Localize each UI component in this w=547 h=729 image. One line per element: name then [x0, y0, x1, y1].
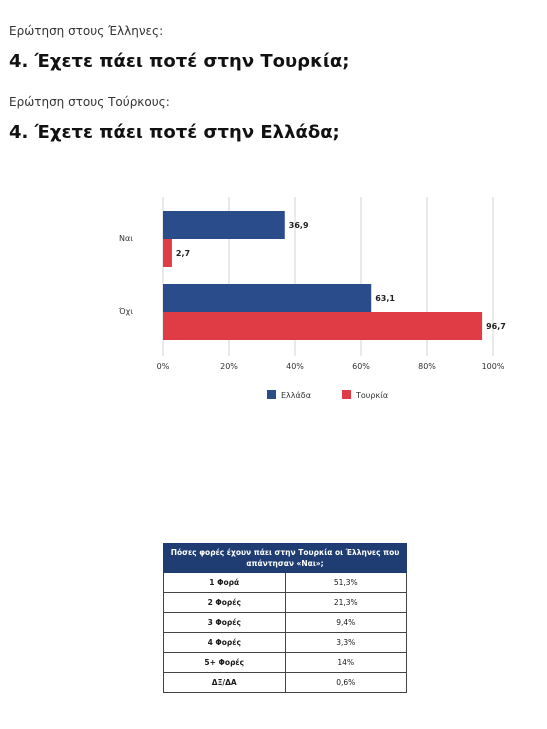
intro-greeks: Ερώτηση στους Έλληνες:: [9, 24, 164, 38]
data-label: 63,1: [375, 294, 395, 303]
row-label: 4 Φορές: [163, 632, 286, 653]
row-label: 5+ Φορές: [163, 652, 286, 673]
bar: [163, 312, 483, 340]
x-tick-label: 60%: [352, 362, 370, 371]
category-label: Όχι: [118, 306, 133, 316]
bar: [163, 211, 285, 239]
table-row: 5+ Φορές 14%: [163, 652, 407, 673]
question-greeks: 4. Έχετε πάει ποτέ στην Τουρκία;: [9, 51, 350, 72]
table-row: 2 Φορές 21,3%: [163, 592, 407, 613]
row-label: ΔΞ/ΔΑ: [163, 672, 286, 693]
bar: [163, 239, 172, 267]
x-tick-label: 40%: [286, 362, 304, 371]
row-label: 3 Φορές: [163, 612, 286, 633]
chart-ticks: 0% 20% 40% 60% 80% 100%: [157, 362, 505, 371]
category-label: Ναι: [119, 234, 133, 243]
row-value: 3,3%: [284, 632, 407, 653]
legend-swatch: [342, 390, 351, 399]
row-value: 0,6%: [284, 672, 407, 693]
data-label: 96,7: [486, 322, 506, 331]
chart-categories: Ναι Όχι: [118, 234, 133, 316]
table-row: 3 Φορές 9,4%: [163, 612, 407, 633]
legend-entry: Τουρκία: [355, 391, 388, 400]
table-row: 4 Φορές 3,3%: [163, 632, 407, 653]
data-label: 36,9: [289, 221, 309, 230]
row-value: 51,3%: [284, 572, 407, 593]
table-header: Πόσες φορές έχουν πάει στην Τουρκία οι Έ…: [163, 543, 407, 573]
question-turks: 4. Έχετε πάει ποτέ στην Ελλάδα;: [9, 122, 340, 143]
table-row: 1 Φορά 51,3%: [163, 572, 407, 593]
intro-turks: Ερώτηση στους Τούρκους:: [9, 95, 170, 109]
row-value: 14%: [284, 652, 407, 673]
bar-chart: 36,9 2,7 63,1 96,7 Ναι Όχι 0% 20% 40% 60% 80% 100…: [118, 197, 506, 400]
x-tick-label: 0%: [157, 362, 170, 371]
row-label: 1 Φορά: [163, 572, 286, 593]
x-tick-label: 100%: [482, 362, 505, 371]
frequency-table: Πόσες φορές έχουν πάει στην Τουρκία οι Έ…: [163, 543, 407, 693]
row-value: 9,4%: [284, 612, 407, 633]
chart-legend: Ελλάδα Τουρκία: [267, 390, 388, 400]
chart-bars: 36,9 2,7 63,1 96,7: [163, 211, 506, 340]
row-value: 21,3%: [284, 592, 407, 613]
legend-swatch: [267, 390, 276, 399]
bar: [163, 284, 372, 312]
x-tick-label: 80%: [418, 362, 436, 371]
table-row: ΔΞ/ΔΑ 0,6%: [163, 672, 407, 693]
row-label: 2 Φορές: [163, 592, 286, 613]
data-label: 2,7: [176, 249, 190, 258]
legend-entry: Ελλάδα: [281, 391, 311, 400]
x-tick-label: 20%: [220, 362, 238, 371]
